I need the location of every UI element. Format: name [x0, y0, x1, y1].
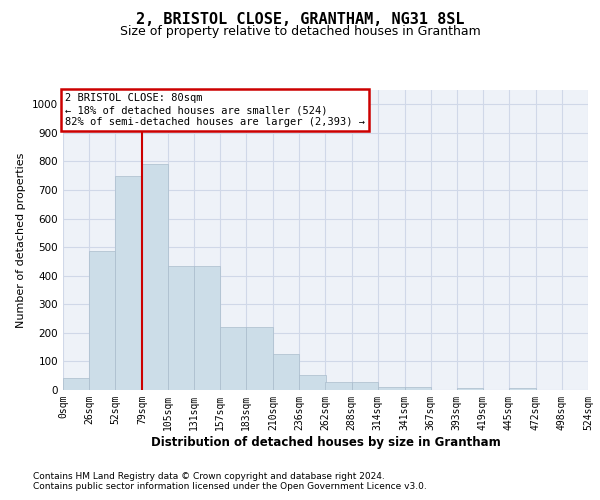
Bar — [457, 388, 483, 390]
Bar — [404, 386, 431, 390]
X-axis label: Distribution of detached houses by size in Grantham: Distribution of detached houses by size … — [151, 436, 500, 448]
Bar — [247, 327, 274, 390]
Text: Size of property relative to detached houses in Grantham: Size of property relative to detached ho… — [119, 25, 481, 38]
Bar — [115, 176, 142, 390]
Bar — [352, 382, 377, 390]
Text: 2, BRISTOL CLOSE, GRANTHAM, NG31 8SL: 2, BRISTOL CLOSE, GRANTHAM, NG31 8SL — [136, 12, 464, 28]
Bar — [274, 354, 299, 390]
Bar — [299, 375, 325, 390]
Bar — [509, 388, 536, 390]
Bar — [377, 386, 404, 390]
Bar — [220, 327, 247, 390]
Text: Contains public sector information licensed under the Open Government Licence v3: Contains public sector information licen… — [33, 482, 427, 491]
Y-axis label: Number of detached properties: Number of detached properties — [16, 152, 26, 328]
Bar — [63, 378, 89, 390]
Bar — [89, 250, 115, 390]
Text: 2 BRISTOL CLOSE: 80sqm
← 18% of detached houses are smaller (524)
82% of semi-de: 2 BRISTOL CLOSE: 80sqm ← 18% of detached… — [65, 94, 365, 126]
Bar — [194, 266, 220, 390]
Bar — [142, 164, 168, 390]
Text: Contains HM Land Registry data © Crown copyright and database right 2024.: Contains HM Land Registry data © Crown c… — [33, 472, 385, 481]
Bar — [325, 382, 352, 390]
Bar — [168, 266, 194, 390]
